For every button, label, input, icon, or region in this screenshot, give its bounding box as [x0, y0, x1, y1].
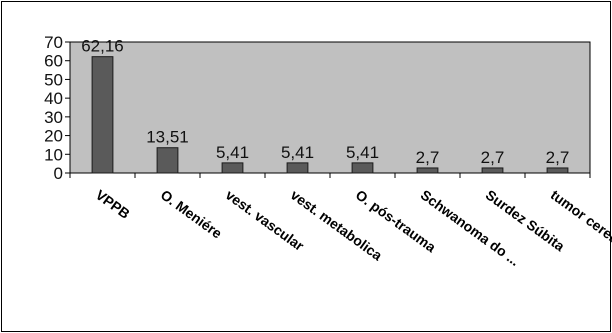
- data-label: 5,41: [346, 143, 379, 162]
- data-label: 2,7: [416, 148, 440, 167]
- y-tick-label: 70: [44, 33, 63, 52]
- data-label: 2,7: [546, 148, 570, 167]
- bar: [91, 56, 114, 174]
- bar: [416, 167, 439, 174]
- data-label: 5,41: [216, 143, 249, 162]
- data-labels: 62,16 13,51 5,41 5,41 5,41 2,7 2,7 2,7: [81, 37, 569, 167]
- bar: [286, 162, 309, 174]
- bar: [546, 167, 569, 174]
- data-label: 5,41: [281, 143, 314, 162]
- data-label: 62,16: [81, 37, 124, 56]
- bar: [351, 162, 374, 174]
- bar: [221, 162, 244, 174]
- bars: [91, 56, 569, 174]
- y-tick-label: 60: [44, 52, 63, 71]
- y-tick-label: 50: [44, 70, 63, 89]
- data-label: 2,7: [481, 148, 505, 167]
- y-tick-label: 40: [44, 89, 63, 108]
- y-tick-label: 0: [54, 164, 63, 183]
- bar: [156, 147, 179, 174]
- bar: [481, 167, 504, 174]
- y-tick-label: 10: [44, 145, 63, 164]
- y-tick-label: 20: [44, 127, 63, 146]
- data-label: 13,51: [146, 128, 189, 147]
- y-tick-label: 30: [44, 108, 63, 127]
- plot-area: [69, 41, 591, 174]
